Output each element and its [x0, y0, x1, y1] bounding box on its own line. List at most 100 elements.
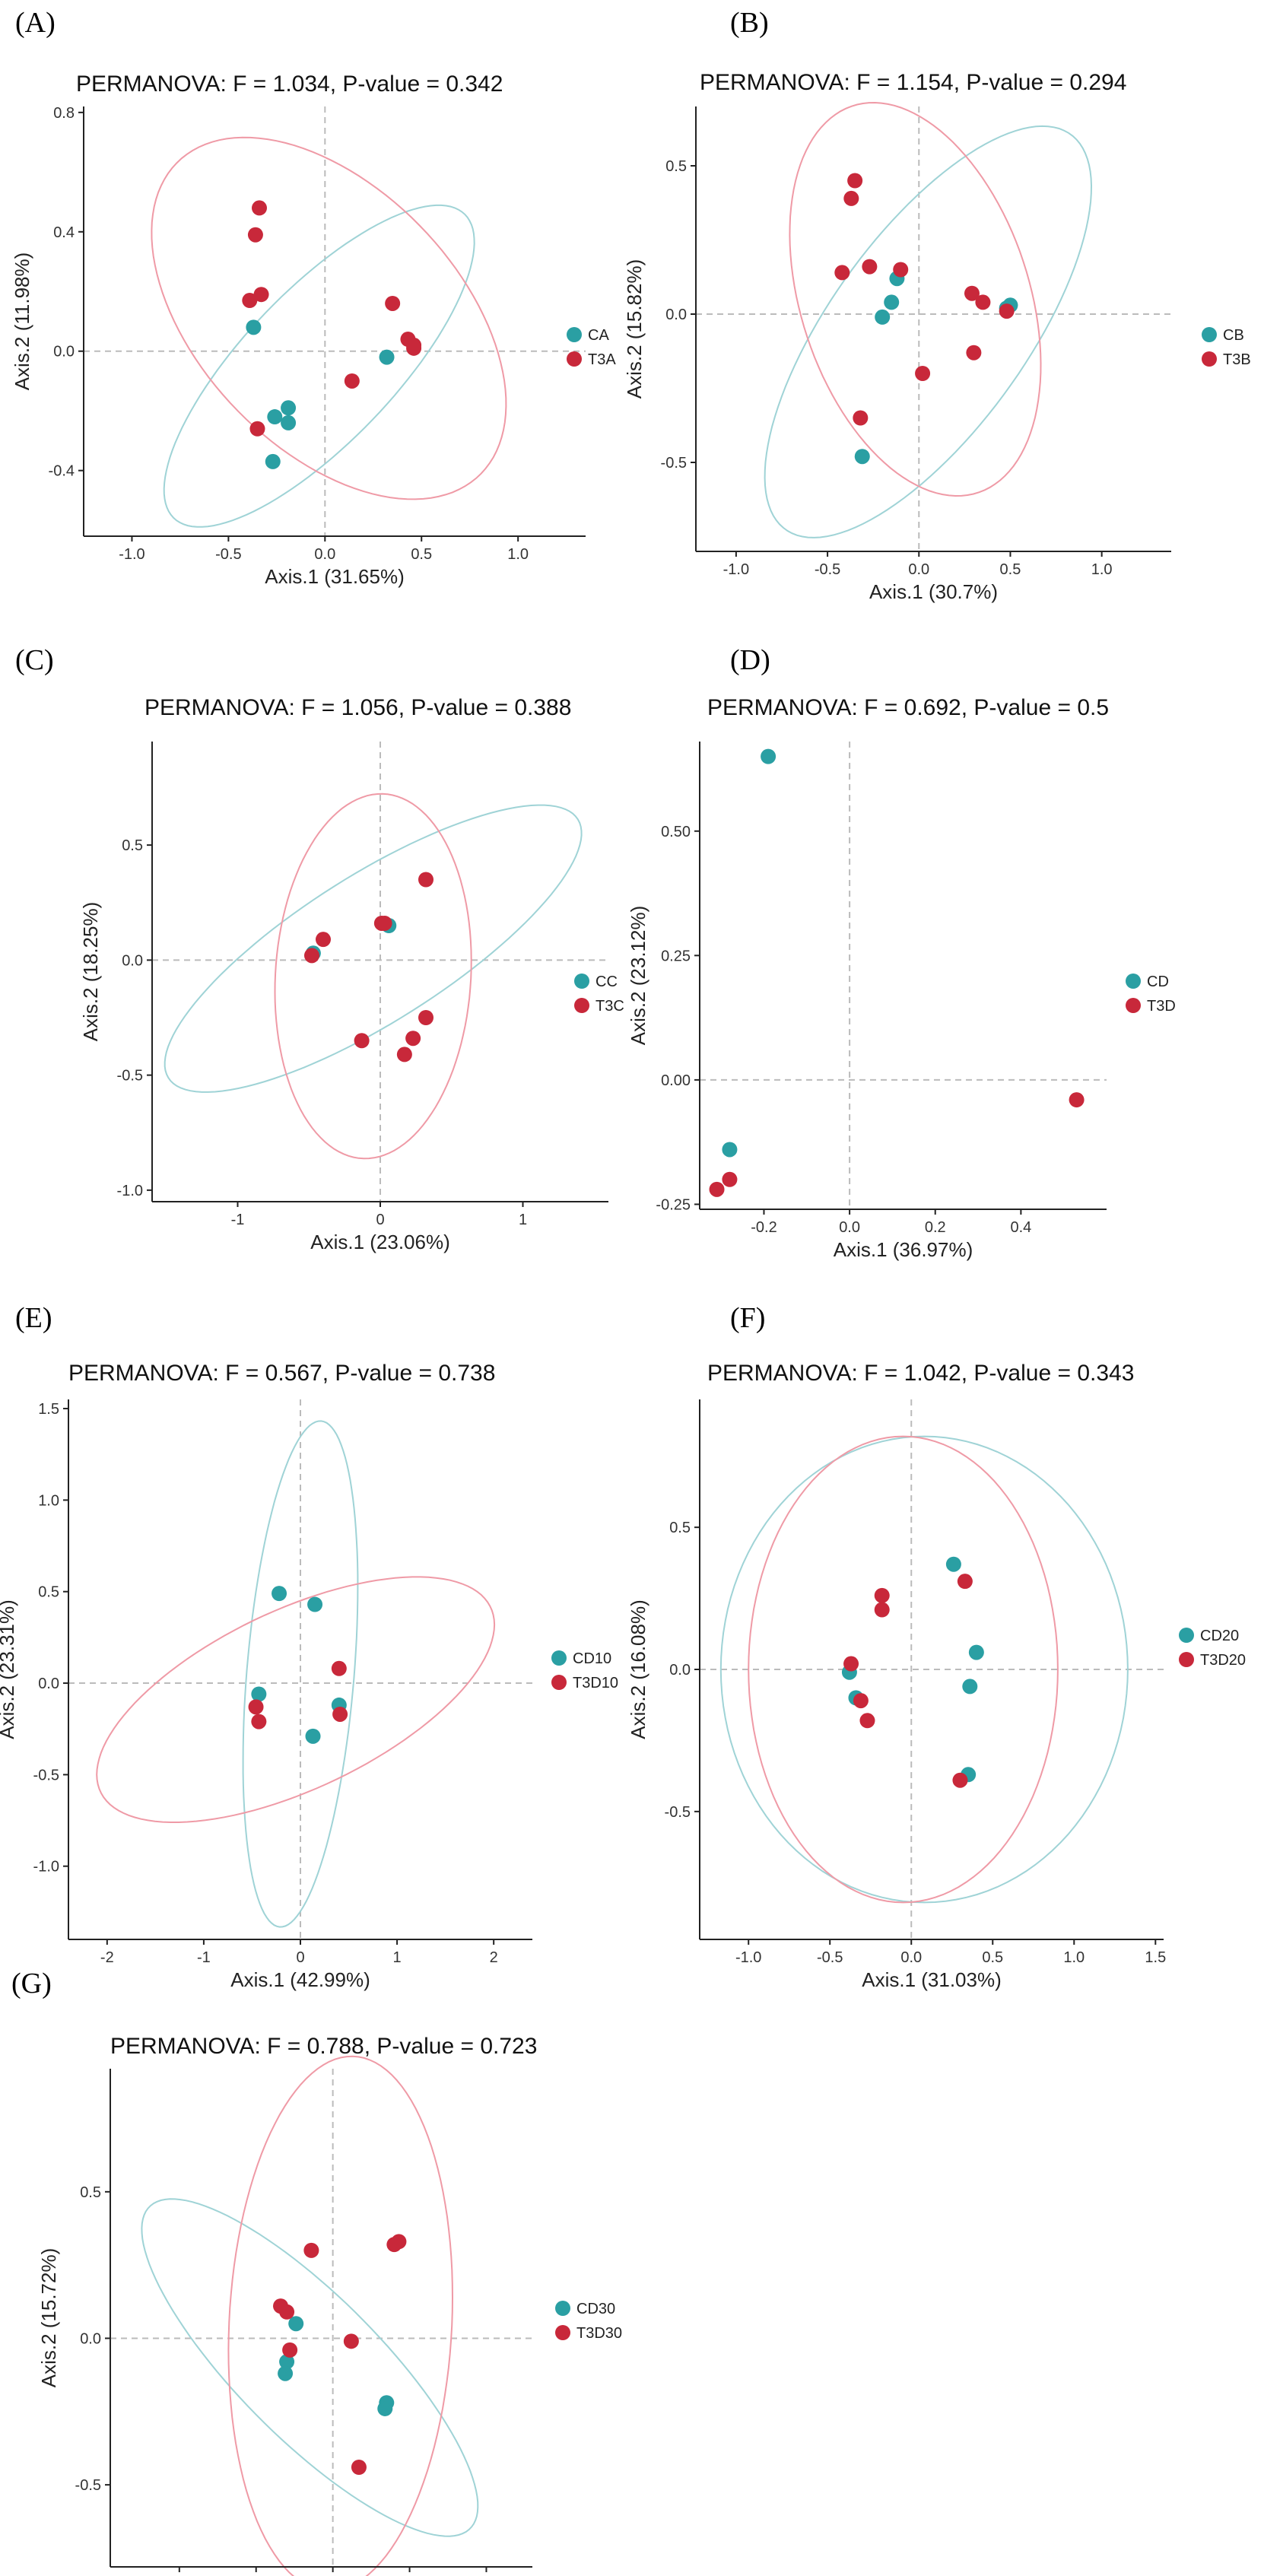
- point-t3b: [834, 265, 850, 281]
- x-tick-label: 0: [376, 1212, 384, 1228]
- ellipse-t3a: [151, 136, 507, 500]
- y-tick-label: -0.5: [117, 1068, 143, 1085]
- legend-label: T3C: [595, 998, 624, 1015]
- point-cb: [875, 309, 891, 325]
- panel-letter: (D): [730, 644, 770, 676]
- y-tick-label: 0.5: [38, 1584, 59, 1601]
- x-axis-label: Axis.1 (36.97%): [834, 1238, 973, 1261]
- x-tick-label: -1: [197, 1949, 211, 1966]
- x-tick-label: -0.5: [215, 546, 241, 563]
- x-tick-label: -2: [100, 1949, 114, 1966]
- ellipse-ca: [163, 204, 475, 528]
- point-ca: [379, 349, 395, 365]
- x-tick-label: -0.2: [751, 1219, 777, 1236]
- ellipse-t3b: [789, 101, 1042, 497]
- point-cd: [761, 748, 777, 764]
- x-axis-label: Axis.1 (30.7%): [869, 580, 998, 603]
- chart-title: PERMANOVA: F = 0.567, P-value = 0.738: [68, 1361, 495, 1386]
- point-cd10: [272, 1586, 287, 1602]
- x-tick-label: 0.5: [411, 546, 432, 563]
- x-tick-label: 0.0: [908, 561, 929, 578]
- panel-b: (B) PERMANOVA: F = 1.154, P-value = 0.294…: [623, 7, 1251, 603]
- y-tick-label: -0.5: [33, 1767, 59, 1784]
- point-t3c: [304, 948, 319, 964]
- ellipse-cc: [164, 804, 583, 1093]
- point-t3a: [344, 373, 360, 389]
- y-tick-label: 0.0: [53, 344, 75, 361]
- ellipse-cd20: [719, 1435, 1129, 1904]
- legend-marker-t3a: [567, 351, 582, 367]
- point-cb: [854, 449, 870, 465]
- legend-marker-t3b: [1202, 351, 1217, 367]
- point-t3d: [722, 1171, 738, 1187]
- x-tick-label: -0.5: [817, 1949, 843, 1966]
- y-tick-label: 0.25: [661, 948, 691, 964]
- y-tick-label: 0.00: [661, 1072, 691, 1089]
- point-t3b: [964, 285, 980, 301]
- legend-label: CC: [595, 974, 618, 990]
- point-t3d10: [332, 1706, 348, 1722]
- panel-f: (F) PERMANOVA: F = 1.042, P-value = 0.343…: [627, 1302, 1246, 1991]
- legend-label: T3B: [1223, 351, 1251, 368]
- x-tick-label: 1.0: [507, 546, 529, 563]
- y-tick-label: 1.5: [38, 1401, 59, 1418]
- point-t3b: [893, 262, 909, 278]
- point-t3b: [915, 366, 931, 381]
- y-axis-label: Axis.2 (15.82%): [623, 259, 646, 399]
- y-tick-label: -1.0: [117, 1183, 143, 1199]
- point-t3c: [316, 932, 331, 948]
- x-axis-label: Axis.1 (31.03%): [862, 1968, 1002, 1991]
- y-tick-label: -1.0: [33, 1859, 59, 1876]
- legend-marker-t3d10: [551, 1675, 567, 1690]
- point-t3d10: [331, 1660, 347, 1676]
- legend-marker-t3c: [574, 998, 589, 1013]
- ellipse-t3c: [274, 792, 472, 1160]
- legend-marker-cd: [1126, 974, 1141, 989]
- legend-label: CB: [1223, 327, 1244, 344]
- ellipse-t3d10: [96, 1576, 496, 1823]
- point-cd20: [962, 1679, 978, 1695]
- x-tick-label: 0.4: [1010, 1219, 1031, 1236]
- y-axis-label: Axis.2 (15.72%): [37, 2248, 60, 2388]
- x-axis-label: Axis.1 (23.06%): [310, 1231, 450, 1253]
- legend-label: T3D10: [573, 1675, 618, 1691]
- y-tick-label: -0.5: [665, 1804, 691, 1821]
- y-axis-label: Axis.2 (16.08%): [627, 1599, 649, 1739]
- x-tick-label: 0: [296, 1949, 304, 1966]
- ellipse-t3d20: [748, 1435, 1059, 1904]
- point-ca: [265, 453, 281, 469]
- ellipse-cb: [764, 125, 1093, 538]
- legend-marker-t3d20: [1179, 1652, 1194, 1667]
- point-t3c: [354, 1033, 370, 1049]
- x-tick-label: 1: [393, 1949, 402, 1966]
- x-tick-label: -1.0: [119, 546, 145, 563]
- legend-marker-cc: [574, 974, 589, 989]
- y-tick-label: 0.8: [53, 105, 75, 122]
- x-axis-label: Axis.1 (31.65%): [265, 565, 405, 588]
- point-t3b: [966, 345, 982, 361]
- x-tick-label: 1.5: [1145, 1949, 1166, 1966]
- legend-marker-t3d: [1126, 998, 1141, 1013]
- point-ca: [281, 415, 297, 430]
- point-t3d10: [251, 1714, 267, 1730]
- point-t3b: [843, 190, 859, 206]
- panel-letter: (G): [11, 1968, 52, 1999]
- panel-e: (E) PERMANOVA: F = 0.567, P-value = 0.738…: [0, 1302, 618, 1991]
- y-tick-label: 1.0: [38, 1492, 59, 1509]
- point-t3c: [396, 1047, 412, 1062]
- chart-title: PERMANOVA: F = 1.056, P-value = 0.388: [145, 695, 571, 720]
- chart-title: PERMANOVA: F = 1.034, P-value = 0.342: [76, 71, 503, 97]
- point-cd30: [279, 2354, 295, 2370]
- point-t3d20: [957, 1574, 973, 1590]
- point-t3a: [406, 340, 422, 356]
- point-cd30: [278, 2365, 294, 2381]
- legend-label: CD: [1147, 974, 1169, 990]
- point-t3b: [862, 259, 878, 275]
- point-cd30: [288, 2316, 304, 2332]
- legend-label: CD30: [576, 2301, 615, 2317]
- x-tick-label: 0.0: [839, 1219, 860, 1236]
- x-tick-label: 1: [519, 1212, 527, 1228]
- point-t3a: [252, 200, 267, 216]
- point-t3d: [709, 1181, 725, 1197]
- x-tick-label: 2: [490, 1949, 498, 1966]
